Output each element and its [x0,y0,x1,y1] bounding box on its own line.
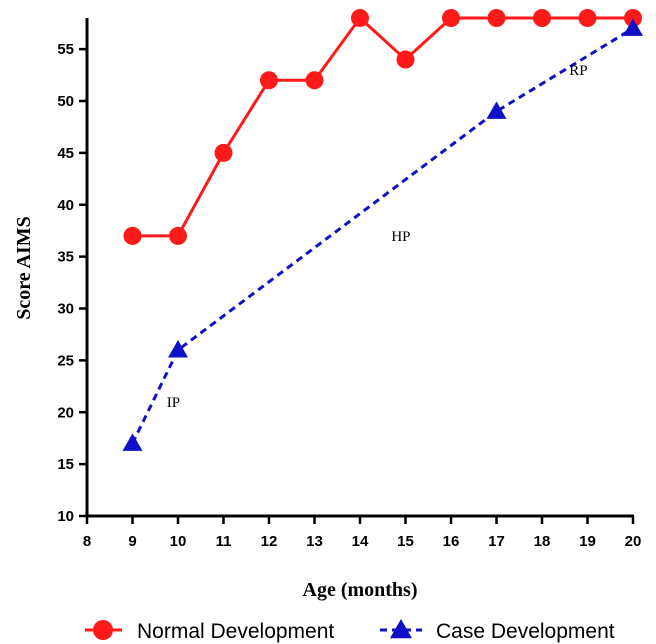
data-point-triangle [122,433,143,451]
data-point-circle [533,9,551,27]
x-tick-label: 13 [306,533,323,550]
y-tick-label: 30 [57,301,74,318]
series-line [131,27,634,445]
annotations: IP HP RP [167,63,588,411]
x-tick-label: 10 [170,533,187,550]
x-tick-label: 15 [397,533,414,550]
data-point-circle [396,50,415,69]
y-tick-label: 55 [57,41,74,58]
data-point-triangle [168,340,188,358]
data-point-circle [624,9,642,27]
x-tick-label: 8 [83,533,91,550]
annotation-label: HP [391,229,410,245]
y-axis-title: Score AIMS [13,216,35,320]
x-tick-label: 19 [579,533,596,550]
x-tick-label: 12 [261,533,278,550]
x-tick-label: 14 [352,533,369,550]
annotation-label: RP [569,63,587,79]
data-point-circle [487,9,506,27]
legend-label: Case Development [436,620,615,643]
x-tick-label: 20 [625,533,642,550]
y-tick-label: 45 [57,145,74,162]
x-tick-label: 18 [534,533,551,550]
data-point-circle [169,226,187,245]
legend-item-case: Case Development [380,619,615,643]
legend-marker-circle [93,620,113,640]
data-point-triangle [486,101,507,119]
y-tick-label: 35 [57,249,74,266]
data-point-circle [123,226,142,245]
data-point-circle [305,71,324,90]
y-tick-label: 15 [57,456,74,473]
legend-item-normal: Normal Development [85,620,334,643]
data-point-circle [578,9,597,27]
data-point-circle [214,143,233,162]
x-tick-label: 17 [488,533,505,550]
x-axis-ticks: 8 9 10 11 12 13 14 15 16 17 18 19 20 [83,516,642,550]
legend: Normal Development Case Development [85,619,615,643]
data-point-circle [442,9,460,27]
data-point-circle [351,9,369,27]
legend-label: Normal Development [137,620,334,643]
y-tick-label: 20 [57,404,74,421]
series-1 [123,9,642,245]
series-2 [122,18,643,451]
axes [85,18,634,518]
x-tick-label: 11 [216,533,232,550]
y-tick-label: 10 [57,508,74,525]
y-axis-ticks: 10 15 20 25 30 35 40 45 50 55 [57,41,87,525]
y-tick-label: 40 [57,197,74,214]
series-line [132,15,633,238]
x-axis-title: Age (months) [303,579,418,601]
series-layer [122,9,643,451]
legend-marker-triangle [390,619,412,639]
y-tick-label: 25 [57,352,74,369]
x-tick-label: 9 [128,533,136,550]
data-point-circle [260,71,278,90]
annotation-label: IP [167,395,180,411]
x-tick-label: 16 [443,533,460,550]
y-tick-label: 50 [57,93,74,110]
data-point-triangle [623,18,643,36]
